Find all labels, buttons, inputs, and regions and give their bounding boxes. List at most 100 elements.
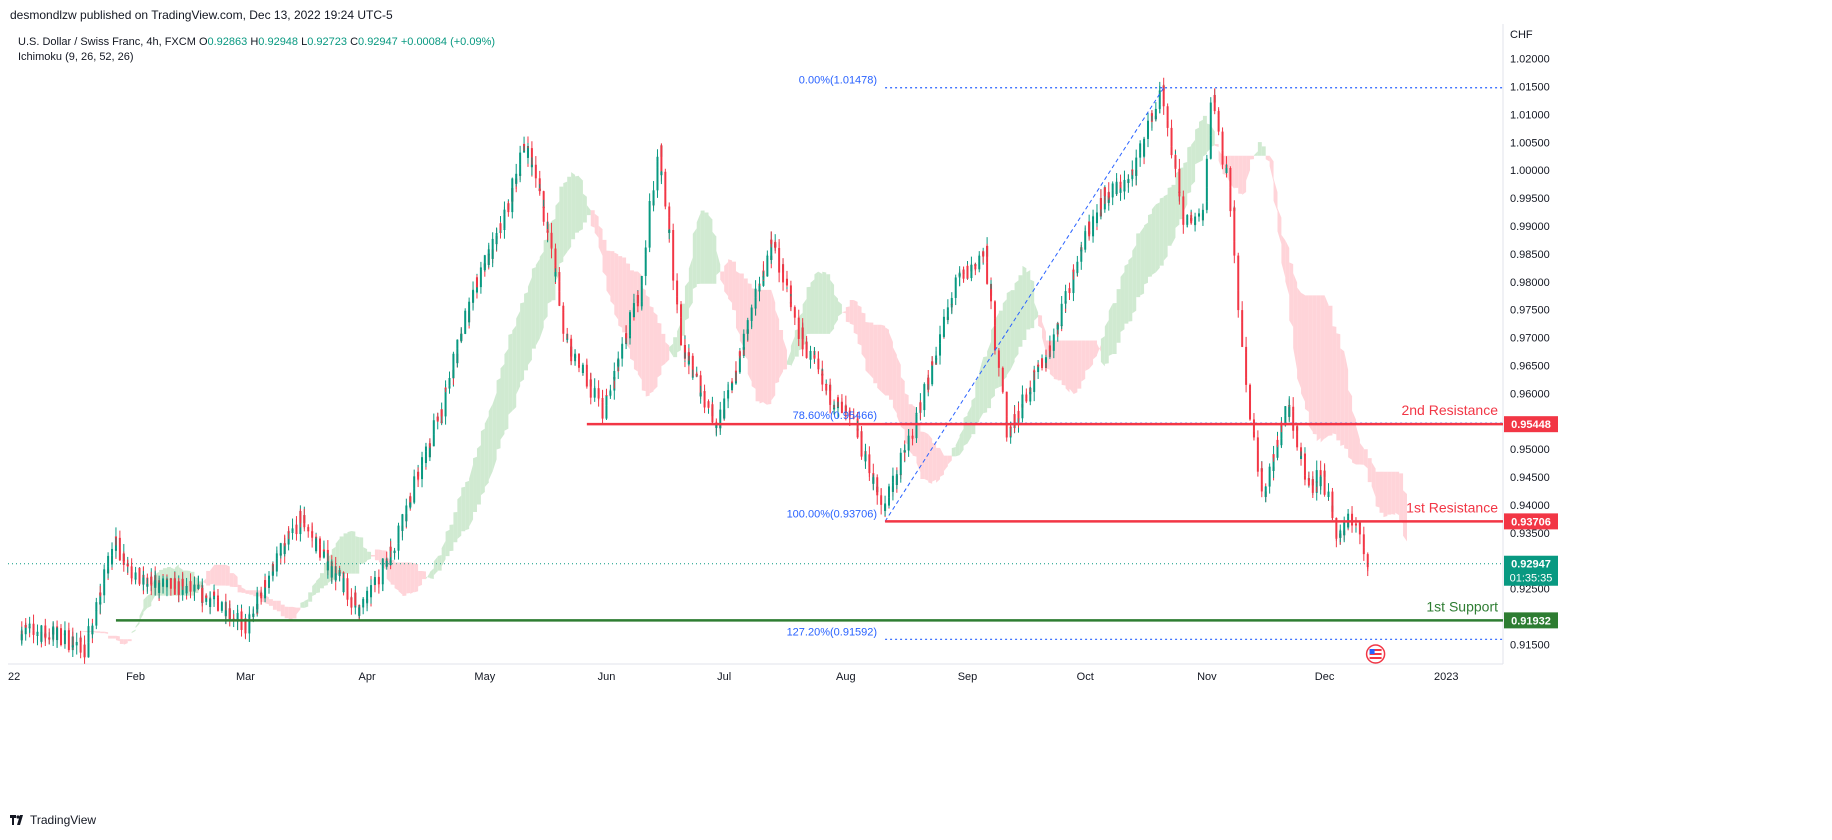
price-chart[interactable]: CHF 1.02000 1.01500 1.01000 1.00500 1.00000 0.…	[8, 24, 1832, 824]
candle-body	[393, 550, 396, 554]
candle-body	[264, 580, 267, 599]
cloud-segment	[1073, 340, 1078, 395]
cloud-segment	[779, 330, 784, 379]
candle-body	[817, 360, 820, 364]
chart-area[interactable]: CHF 1.02000 1.01500 1.01000 1.00500 1.00000 0.…	[8, 24, 1832, 824]
candle-body	[87, 633, 90, 643]
y-tick-label: 0.97000	[1510, 333, 1550, 345]
candle-body	[1162, 85, 1165, 100]
candle-body	[526, 148, 529, 158]
x-tick-label: Jul	[717, 671, 731, 683]
candle-body	[1033, 370, 1036, 373]
cloud-segment	[881, 324, 886, 396]
cloud-segment	[712, 231, 717, 284]
cloud-segment	[343, 533, 348, 574]
cloud-segment	[300, 601, 305, 608]
cloud-segment	[1371, 462, 1376, 497]
candle-body	[939, 334, 942, 344]
candle-body	[287, 536, 290, 545]
candle-body	[923, 403, 926, 411]
candle-body	[844, 405, 847, 411]
candle-body	[444, 387, 447, 389]
candle-body	[668, 230, 671, 233]
candle-body	[872, 477, 875, 483]
y-tick-label: 1.01500	[1510, 81, 1550, 93]
candle-body	[672, 250, 675, 273]
candle-body	[319, 544, 322, 558]
cloud-segment	[1104, 320, 1109, 364]
us-economic-event-icon[interactable]	[1365, 644, 1386, 664]
fib-level-label: 127.20%(0.91592)	[787, 626, 878, 638]
cloud-segment	[374, 549, 379, 561]
candle-body	[1276, 439, 1279, 446]
tradingview-logo[interactable]: TradingView	[10, 813, 96, 827]
candle-body	[1311, 479, 1314, 493]
candle-body	[1209, 135, 1212, 159]
cloud-segment	[630, 270, 634, 361]
candle-body	[1194, 216, 1197, 222]
cloud-segment	[229, 573, 234, 587]
indicator-label[interactable]: Ichimoku (9, 26, 52, 26)	[18, 51, 134, 63]
candle-body	[1264, 486, 1267, 497]
candle-body	[52, 626, 55, 635]
cloud-segment	[241, 587, 246, 593]
cloud-segment	[367, 551, 372, 561]
cloud-segment	[292, 606, 297, 619]
cloud-segment	[610, 251, 615, 306]
cloud-segment	[1253, 151, 1258, 156]
candle-body	[307, 529, 310, 532]
candle-body	[840, 402, 843, 414]
cloud-segment	[720, 271, 725, 286]
cloud-segment	[1100, 336, 1105, 367]
candle-body	[986, 262, 989, 284]
symbol-title[interactable]: U.S. Dollar / Swiss Franc, 4h, FXCM	[18, 36, 196, 48]
fib-anchor-line[interactable]	[884, 87, 1165, 522]
cloud-segment	[320, 573, 324, 589]
y-tick-label: 0.94500	[1510, 472, 1550, 484]
candle-body	[1225, 167, 1228, 173]
cloud-segment	[1128, 256, 1133, 322]
cloud-segment	[1093, 340, 1097, 360]
candle-body	[267, 575, 270, 580]
candle-body	[1300, 455, 1303, 459]
candle-body	[373, 577, 376, 585]
cloud-segment	[837, 301, 842, 317]
cloud-segment	[1277, 208, 1282, 245]
y-tick-label: 0.93500	[1510, 528, 1550, 540]
candle-body	[793, 312, 796, 318]
candle-body	[891, 475, 894, 483]
candle-body	[1233, 241, 1236, 256]
cloud-segment	[524, 292, 528, 371]
candle-body	[397, 525, 400, 533]
candle-body	[421, 457, 424, 466]
y-tick-label: 0.98000	[1510, 277, 1550, 289]
cloud-segment	[1199, 119, 1203, 163]
cloud-segment	[575, 175, 579, 233]
cloud-segment	[520, 302, 525, 383]
candle-body	[1331, 505, 1334, 518]
candle-body	[860, 452, 863, 457]
candle-body	[138, 567, 141, 584]
candle-body	[931, 361, 934, 365]
candle-body	[315, 538, 318, 552]
cloud-segment	[1261, 146, 1266, 156]
candle-body	[1209, 102, 1212, 115]
candle-body	[546, 230, 549, 233]
candle-body	[1327, 491, 1330, 497]
candle-body	[891, 482, 894, 492]
candle-body	[311, 531, 314, 538]
candle-body	[401, 514, 404, 531]
cloud-segment	[1281, 234, 1286, 278]
cloud-segment	[390, 560, 395, 585]
cloud-segment	[885, 327, 890, 396]
candle-body	[1048, 347, 1051, 351]
candle-body	[405, 505, 408, 522]
candle-body	[613, 370, 616, 380]
candle-body	[1178, 191, 1181, 197]
candle-body	[1201, 209, 1204, 221]
cloud-segment	[484, 415, 489, 487]
candle-body	[1198, 213, 1201, 215]
cloud-segment	[830, 279, 835, 334]
candle-body	[1001, 390, 1004, 392]
candle-body	[1084, 231, 1087, 233]
